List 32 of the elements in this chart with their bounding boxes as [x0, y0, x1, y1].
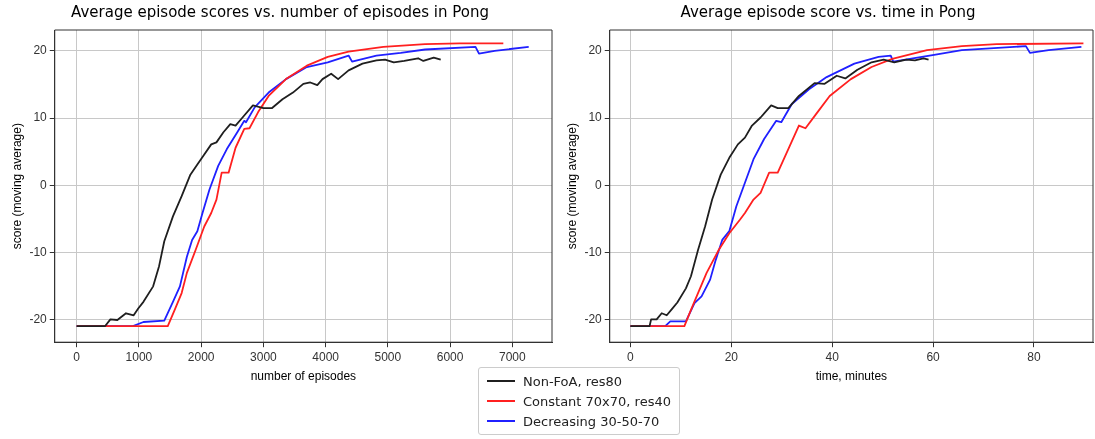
- x-tick-label: 1000: [125, 349, 153, 364]
- y-tick-label: 0: [40, 177, 48, 192]
- y-tick-label: 20: [33, 43, 48, 58]
- x-tick-label: 4000: [312, 349, 340, 364]
- chart-title: Average episode scores vs. number of episodes in Pong: [71, 2, 489, 21]
- legend-label: Constant 70x70, res40: [523, 393, 671, 409]
- x-tick-label: 0: [73, 349, 81, 364]
- legend-label: Non-FoA, res80: [523, 373, 623, 389]
- y-tick-label: 20: [588, 43, 603, 58]
- x-tick-label: 3000: [250, 349, 278, 364]
- y-tick-label: -10: [29, 245, 48, 260]
- x-tick-label: 2000: [187, 349, 215, 364]
- x-axis-title: time, minutes: [815, 369, 888, 384]
- y-tick-label: 0: [595, 177, 603, 192]
- x-tick-label: 40: [825, 349, 840, 364]
- x-tick-label: 60: [926, 349, 941, 364]
- y-axis-title: score (moving average): [9, 123, 24, 250]
- y-tick-label: -20: [29, 312, 48, 327]
- x-axis-title: number of episodes: [250, 369, 357, 384]
- x-tick-label: 80: [1027, 349, 1041, 364]
- y-tick-label: 10: [588, 110, 603, 125]
- x-tick-label: 0: [627, 349, 635, 364]
- x-tick-label: 20: [724, 349, 739, 364]
- y-tick-label: -10: [584, 245, 603, 260]
- legend-label: Decreasing 30-50-70: [523, 413, 660, 429]
- y-axis-title: score (moving average): [564, 123, 579, 250]
- x-tick-label: 7000: [499, 349, 527, 364]
- y-tick-label: -20: [584, 312, 603, 327]
- x-tick-label: 6000: [436, 349, 464, 364]
- x-tick-label: 5000: [374, 349, 402, 364]
- chart-title: Average episode score vs. time in Pong: [680, 2, 976, 21]
- y-tick-label: 10: [33, 110, 48, 125]
